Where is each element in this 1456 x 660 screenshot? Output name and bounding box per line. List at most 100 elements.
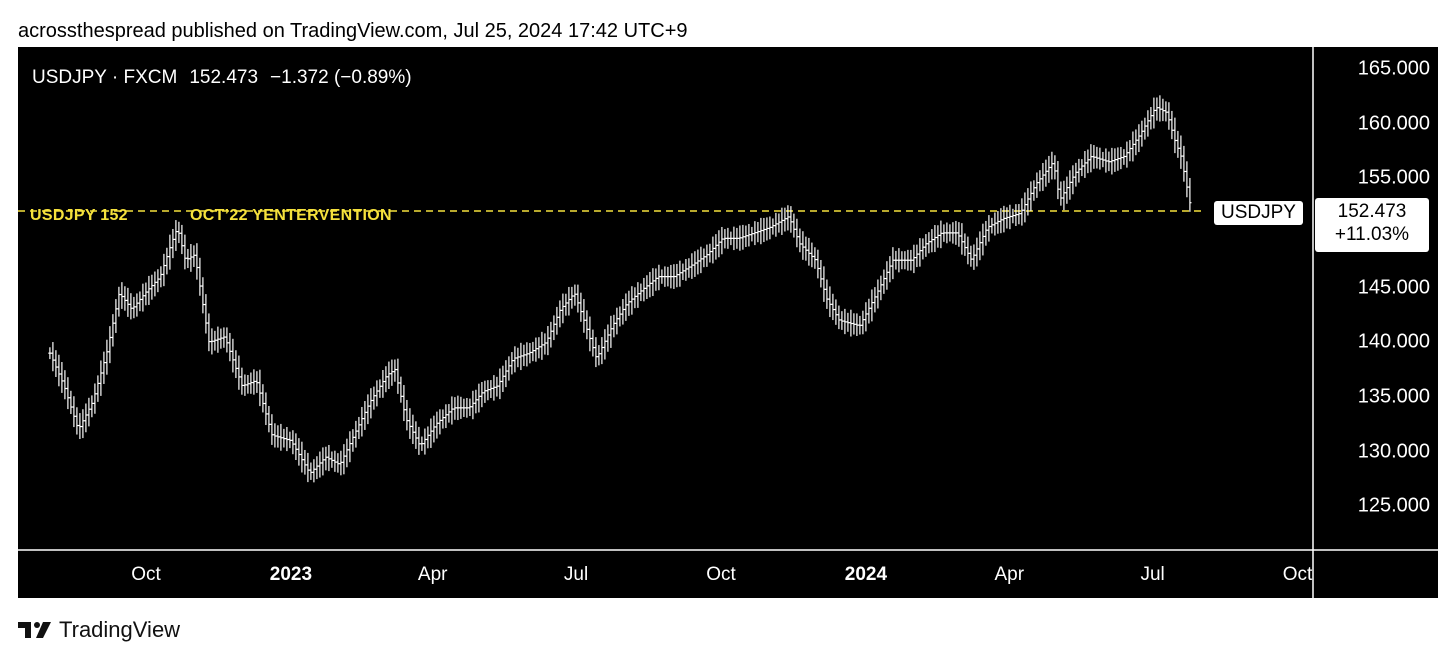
- price-bar: [384, 366, 388, 393]
- price-bar: [654, 268, 658, 291]
- price-bar: [993, 212, 997, 236]
- price-bar: [156, 269, 160, 293]
- price-bar: [141, 283, 145, 312]
- price-bar: [681, 263, 685, 281]
- price-bar: [1158, 95, 1162, 122]
- price-bar: [882, 269, 886, 294]
- price-bar: [867, 298, 871, 324]
- price-bar: [360, 406, 364, 437]
- price-bars: [48, 95, 1192, 483]
- price-bar: [75, 407, 79, 435]
- price-bar: [1080, 159, 1084, 177]
- price-bar: [312, 459, 316, 483]
- price-bar: [396, 358, 400, 394]
- price-bar: [1107, 151, 1111, 172]
- price-bar: [399, 376, 403, 403]
- price-bar: [525, 342, 529, 367]
- price-bar: [1059, 181, 1063, 206]
- publish-attribution: acrossthespread published on TradingView…: [18, 20, 688, 42]
- price-bar: [48, 347, 52, 360]
- price-bar: [903, 251, 907, 270]
- price-bar: [315, 456, 319, 480]
- price-bar: [342, 444, 346, 475]
- price-bar: [1026, 188, 1030, 216]
- price-bar: [570, 286, 574, 309]
- price-bar: [741, 224, 745, 250]
- price-bar: [648, 271, 652, 298]
- price-bar: [951, 222, 955, 244]
- price-bar: [636, 282, 640, 308]
- price-bar: [486, 380, 490, 401]
- price-bar: [933, 225, 937, 253]
- price-bar: [129, 293, 133, 320]
- price-bar: [747, 223, 751, 247]
- price-bar: [735, 227, 739, 249]
- price-bar: [459, 396, 463, 419]
- time-axis-label: Oct: [131, 564, 161, 585]
- price-bar: [1164, 101, 1168, 122]
- price-bar: [282, 428, 286, 448]
- price-plot[interactable]: [18, 47, 1438, 598]
- price-bar: [87, 397, 91, 427]
- price-bar: [93, 383, 97, 414]
- price-bar: [300, 441, 304, 473]
- price-bar: [705, 244, 709, 267]
- price-bar: [69, 390, 73, 415]
- price-bar: [495, 376, 499, 397]
- price-bar: [972, 244, 976, 270]
- price-bar: [1011, 208, 1015, 224]
- price-bar: [117, 286, 121, 317]
- price-bar: [1032, 180, 1036, 201]
- price-bar: [177, 221, 181, 244]
- price-bar: [534, 337, 538, 362]
- price-bar: [297, 438, 301, 466]
- price-bar: [807, 237, 811, 266]
- price-bar: [57, 354, 61, 387]
- price-bar: [510, 352, 514, 375]
- price-bar: [600, 337, 604, 365]
- price-bar: [987, 215, 991, 242]
- price-bar: [945, 222, 949, 244]
- price-bar: [918, 238, 922, 267]
- price-bar: [159, 266, 163, 288]
- price-bar: [1056, 161, 1060, 200]
- price-bar: [198, 257, 202, 296]
- price-bar: [1005, 207, 1009, 229]
- chart-panel[interactable]: USDJPY · FXCM 152.473 −1.372 (−0.89%) USDJ…: [18, 47, 1438, 598]
- price-bar: [402, 385, 406, 422]
- price-bar: [546, 326, 550, 356]
- price-bar: [54, 350, 58, 377]
- tradingview-logo[interactable]: TradingView: [18, 617, 180, 643]
- price-bar: [900, 251, 904, 270]
- price-bar: [786, 205, 790, 231]
- price-bar: [618, 306, 622, 327]
- price-bar: [405, 399, 409, 431]
- price-bar: [912, 244, 916, 274]
- price-bar: [999, 208, 1003, 234]
- price-bar: [822, 266, 826, 302]
- price-bar: [612, 314, 616, 338]
- price-bar: [702, 248, 706, 268]
- price-bar: [1185, 161, 1189, 198]
- price-bar: [414, 421, 418, 449]
- price-bar: [240, 367, 244, 395]
- price-bar: [909, 249, 913, 271]
- price-axis-label: 130.000: [1357, 440, 1430, 463]
- price-bar: [207, 313, 211, 352]
- price-bar: [513, 346, 517, 373]
- price-bar: [1074, 162, 1078, 187]
- price-bar: [273, 423, 277, 448]
- price-bar: [345, 438, 349, 468]
- price-bar: [333, 450, 337, 472]
- price-bar: [162, 253, 166, 287]
- price-bar: [837, 305, 841, 330]
- price-bar: [369, 388, 373, 419]
- price-bar: [711, 236, 715, 264]
- price-bar: [699, 246, 703, 274]
- price-bar: [966, 236, 970, 265]
- price-bar: [597, 345, 601, 366]
- price-bar: [819, 259, 823, 288]
- price-bar: [138, 291, 142, 312]
- price-bar: [924, 234, 928, 257]
- price-bar: [864, 302, 868, 332]
